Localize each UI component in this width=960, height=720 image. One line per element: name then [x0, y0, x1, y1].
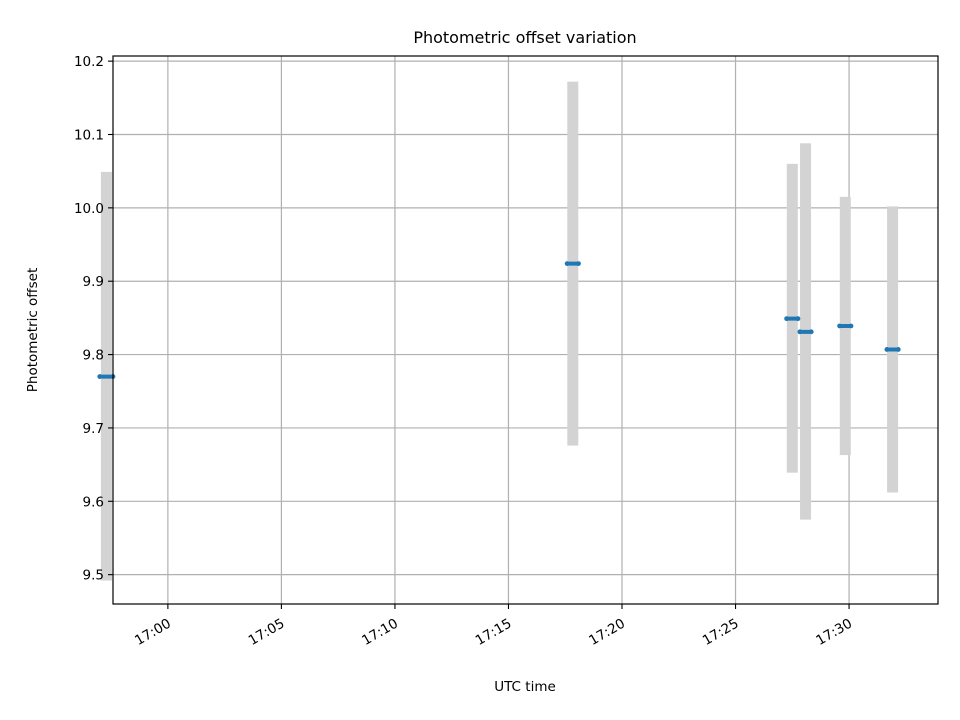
y-axis-label: Photometric offset [25, 268, 41, 392]
y-tick-label: 9.7 [83, 421, 104, 437]
y-tick-label: 10.0 [74, 201, 104, 217]
data-point [576, 261, 581, 267]
y-tick-label: 9.6 [83, 494, 104, 510]
plot-frame [112, 55, 939, 605]
y-tick-label: 10.1 [74, 127, 104, 143]
data-point [837, 323, 843, 329]
data-point [808, 329, 814, 335]
data-point [564, 261, 570, 267]
y-tick-label: 9.8 [83, 348, 104, 364]
data-point [895, 347, 901, 352]
data-segments [97, 261, 901, 379]
y-tick-label: 9.5 [83, 568, 104, 584]
y-tick-label: 10.2 [74, 54, 104, 70]
y-tick-label: 9.9 [83, 274, 104, 290]
data-point [784, 316, 790, 322]
x-axis-label: UTC time [494, 679, 556, 695]
chart-title: Photometric offset variation [413, 28, 636, 47]
data-point [795, 316, 801, 322]
data-point [884, 347, 890, 352]
data-point [797, 329, 803, 335]
data-point [848, 323, 854, 329]
data-point [97, 374, 103, 379]
